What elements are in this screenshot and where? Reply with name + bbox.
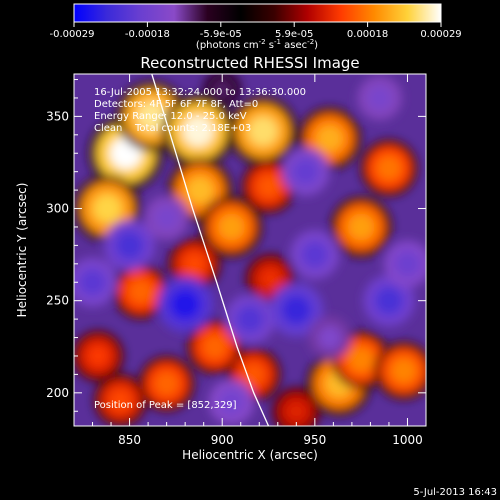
x-tick-label: 1000 [392, 433, 423, 447]
y-tick-label: 300 [46, 202, 69, 216]
intensity-map [74, 74, 426, 426]
intensity-core [154, 371, 179, 396]
annotation-block: 16-Jul-2005 13:32:24.000 to 13:36:30.000… [94, 87, 306, 411]
intensity-core [292, 158, 319, 185]
intensity-core [92, 193, 123, 224]
intensity-core [315, 124, 344, 153]
intensity-core [218, 213, 245, 241]
annotation-method: Clean [94, 123, 122, 134]
plot-area [74, 74, 426, 426]
colorbar-unit-label: (photons cm-2 s-1 asec-2) [196, 38, 318, 51]
y-axis: 200 250 300 350 [46, 79, 426, 412]
x-axis: 850 900 950 1000 [92, 74, 427, 447]
plot-frame [73, 73, 427, 427]
intensity-core [185, 176, 215, 205]
intensity-core [115, 231, 144, 260]
intensity-core [128, 279, 153, 304]
intensity-core [376, 155, 402, 181]
x-axis-label: Heliocentric X (arcsec) [182, 448, 318, 462]
colorbar-tick-label: 5.9e-05 [275, 29, 313, 40]
intensity-core [259, 267, 282, 290]
annotation-detectors: Detectors: 4F 5F 6F 7F 8F, Att=0 [94, 99, 258, 110]
annotation-peak-position: Position of Peak = [852,329] [94, 400, 237, 411]
colorbar-ticks: -0.00029 -0.00018 -5.9e-05 5.9e-05 0.00018 0.… [50, 22, 462, 40]
colorbar-tick-label: -5.9e-05 [200, 29, 242, 40]
intensity-core [211, 78, 233, 100]
x-tick-label: 900 [211, 433, 234, 447]
intensity-core [281, 295, 312, 325]
intensity-core [182, 115, 215, 148]
intensity-core [367, 85, 392, 111]
y-tick-label: 250 [46, 294, 69, 308]
intensity-core [374, 286, 404, 315]
intensity-core [285, 400, 307, 422]
intensity-core [317, 325, 342, 350]
colorbar-tick-label: -0.00018 [125, 29, 170, 40]
colorbar-tick-label: 0.00018 [347, 29, 388, 40]
annotation-total-counts: Total counts: 2.18E+03 [134, 123, 251, 134]
intensity-core [301, 241, 329, 269]
x-tick-label: 950 [303, 433, 326, 447]
intensity-core [347, 213, 375, 241]
intensity-core [136, 101, 168, 132]
timestamp: 5-Jul-2013 16:43 [413, 487, 497, 498]
intensity-core [218, 389, 244, 415]
annotation-energy-range: Energy Range: 12.0 - 25.0 keV [94, 111, 247, 122]
colorbar [73, 3, 442, 23]
y-tick-label: 350 [46, 109, 69, 123]
x-tick-label: 850 [118, 433, 141, 447]
intensity-core [236, 305, 264, 333]
intensity-core [182, 252, 206, 276]
intensity-core [154, 205, 179, 230]
y-tick-label: 200 [46, 386, 69, 400]
intensity-core [108, 388, 132, 412]
intensity-core [79, 268, 106, 296]
intensity-core [256, 174, 281, 199]
solar-limb-line [151, 74, 270, 426]
intensity-core [247, 116, 279, 147]
annotation-time-range: 16-Jul-2005 13:32:24.000 to 13:36:30.000 [94, 87, 306, 98]
intensity-core [202, 334, 227, 359]
chart-title: Reconstructed RHESSI Image [140, 54, 359, 72]
intensity-core [348, 346, 374, 373]
intensity-core [390, 357, 417, 384]
intensity-core [86, 344, 110, 368]
colorbar-tick-label: 0.00029 [420, 29, 461, 40]
intensity-core [241, 362, 266, 387]
intensity-core [169, 289, 201, 320]
colorbar-tick-label: -0.00029 [50, 29, 95, 40]
y-axis-label: Heliocentric Y (arcsec) [15, 183, 29, 318]
intensity-core [394, 250, 421, 277]
